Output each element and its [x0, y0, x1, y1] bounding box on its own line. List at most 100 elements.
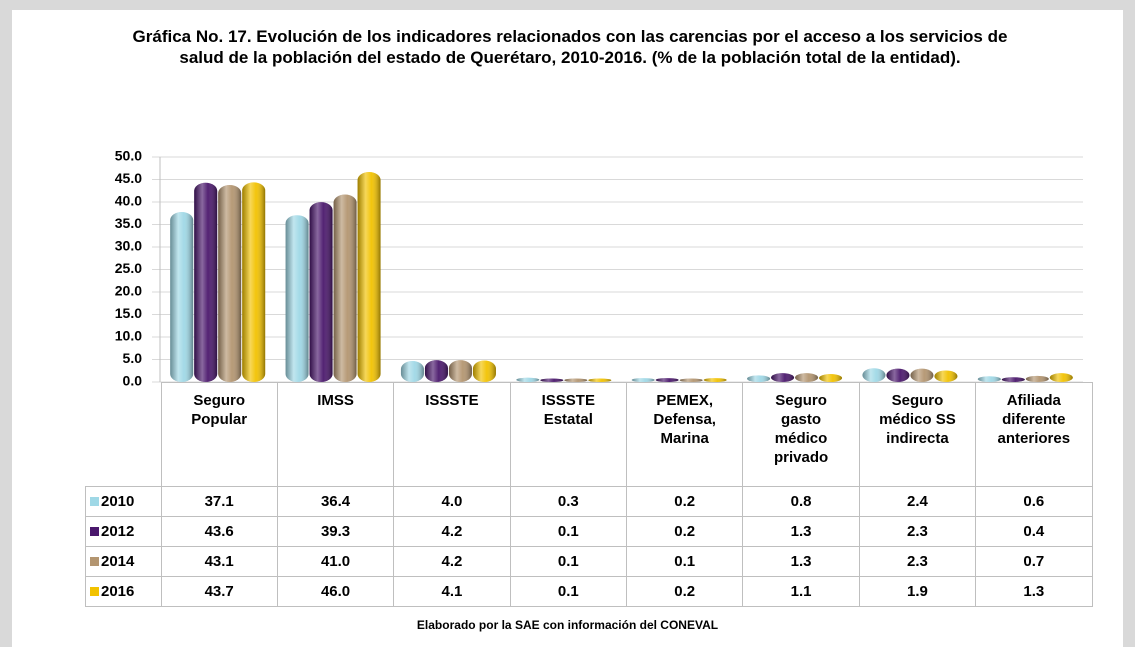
- y-tick-label: 35.0: [115, 215, 142, 231]
- x-tick-label: Seguro gasto médico privado: [773, 392, 829, 466]
- value-cell: 0.8: [742, 486, 860, 517]
- y-tick-label: 10.0: [115, 328, 142, 344]
- legend-label: 2010: [101, 493, 135, 510]
- value-cell: 4.2: [393, 546, 511, 577]
- y-tick-label: 20.0: [115, 283, 142, 299]
- table-row: 2016 43.7 46.0 4.1 0.1 0.2 1.1 1.9 1.3: [85, 576, 1093, 607]
- x-tick-label: IMSS: [317, 392, 354, 409]
- x-tick-label: Seguro médico SS indirecta: [879, 392, 956, 447]
- bar: [424, 360, 448, 382]
- y-tick-label: 30.0: [115, 238, 142, 254]
- x-tick-label: ISSSTE Estatal: [541, 392, 595, 428]
- legend-cell: 2016: [85, 576, 162, 607]
- legend-label: 2016: [101, 583, 135, 600]
- bar: [309, 202, 333, 382]
- bar: [357, 172, 381, 382]
- bar: [448, 360, 472, 382]
- category-cell: Seguro Popular: [160, 382, 278, 487]
- y-tick-label: 45.0: [115, 170, 142, 186]
- x-tick-label: PEMEX, Defensa, Marina: [653, 392, 716, 447]
- bar: [170, 212, 194, 382]
- table-header-row: Seguro Popular IMSS ISSSTE ISSSTE Estatal PE…: [86, 382, 1093, 487]
- category-cell: PEMEX, Defensa, Marina: [625, 382, 744, 487]
- bar: [771, 373, 795, 382]
- y-tick-label: 40.0: [115, 193, 142, 209]
- y-tick-label: 50.0: [115, 148, 142, 164]
- value-cell: 1.3: [975, 576, 1093, 607]
- value-cell: 1.9: [858, 576, 977, 607]
- category-cell: IMSS: [276, 382, 395, 487]
- category-cell: Seguro gasto médico privado: [742, 382, 860, 487]
- value-cell: 43.1: [160, 546, 278, 577]
- y-tick-label: 5.0: [123, 350, 143, 366]
- chart-title: Gráfica No. 17. Evolución de los indicad…: [132, 27, 1008, 67]
- x-tick-label: ISSSTE: [425, 392, 479, 409]
- bar: [472, 360, 496, 382]
- bar: [400, 361, 424, 382]
- category-cell: Afiliada diferente anteriores: [975, 382, 1093, 487]
- value-cell: 1.3: [742, 516, 860, 547]
- y-tick-label: 0.0: [123, 373, 143, 389]
- table-row: 2014 43.1 41.0 4.2 0.1 0.1 1.3 2.3 0.7: [85, 546, 1093, 577]
- table-row: 2010 37.1 36.4 4.0 0.3 0.2 0.8 2.4 0.6: [85, 486, 1093, 517]
- category-cell: ISSSTE Estatal: [509, 382, 628, 487]
- value-cell: 0.1: [625, 546, 744, 577]
- legend-label: 2014: [101, 553, 135, 570]
- value-cell: 4.1: [393, 576, 511, 607]
- legend-cell: 2014: [85, 546, 162, 577]
- value-cell: 43.7: [160, 576, 278, 607]
- value-cell: 0.4: [975, 516, 1093, 547]
- x-tick-label: Afiliada diferente anteriores: [997, 392, 1071, 447]
- table-row: 2012 43.6 39.3 4.2 0.1 0.2 1.3 2.3 0.4: [85, 516, 1093, 547]
- value-cell: 41.0: [276, 546, 395, 577]
- value-cell: 0.1: [509, 576, 628, 607]
- legend-label: 2012: [101, 523, 135, 540]
- data-table: Seguro Popular IMSS ISSSTE ISSSTE Estatal PE…: [85, 382, 1093, 607]
- value-cell: 0.3: [509, 486, 628, 517]
- category-cell: Seguro médico SS indirecta: [858, 382, 977, 487]
- legend-key: [90, 497, 99, 506]
- bar: [285, 215, 309, 382]
- bar: [747, 375, 771, 382]
- legend-key: [90, 587, 99, 596]
- value-cell: 0.1: [509, 546, 628, 577]
- bar: [218, 185, 242, 382]
- bar: [819, 374, 843, 382]
- value-cell: 0.1: [509, 516, 628, 547]
- value-cell: 0.7: [975, 546, 1093, 577]
- value-cell: 4.0: [393, 486, 511, 517]
- value-cell: 1.1: [742, 576, 860, 607]
- legend-cell: 2012: [85, 516, 162, 547]
- value-cell: 0.6: [975, 486, 1093, 517]
- value-cell: 1.3: [742, 546, 860, 577]
- x-tick-label: Seguro Popular: [191, 392, 248, 428]
- bar: [1049, 373, 1073, 382]
- value-cell: 4.2: [393, 516, 511, 547]
- legend-key: [90, 557, 99, 566]
- value-cell: 43.6: [160, 516, 278, 547]
- value-cell: 2.3: [858, 516, 977, 547]
- value-cell: 2.4: [858, 486, 977, 517]
- bar: [910, 368, 934, 382]
- legend-cell: 2010: [85, 486, 162, 517]
- value-cell: 0.2: [625, 576, 744, 607]
- table-corner: [86, 383, 162, 487]
- source-note: Elaborado por la SAE con información del…: [416, 618, 719, 632]
- bar: [333, 194, 357, 382]
- value-cell: 39.3: [276, 516, 395, 547]
- value-cell: 46.0: [276, 576, 395, 607]
- y-tick-label: 25.0: [115, 260, 142, 276]
- y-tick-label: 15.0: [115, 305, 142, 321]
- value-cell: 0.2: [625, 486, 744, 517]
- value-cell: 36.4: [276, 486, 395, 517]
- bar: [194, 182, 218, 382]
- bar: [934, 370, 958, 382]
- category-cell: ISSSTE: [393, 382, 511, 487]
- bar: [795, 373, 819, 382]
- value-cell: 37.1: [160, 486, 278, 517]
- bar: [886, 368, 910, 382]
- value-cell: 0.2: [625, 516, 744, 547]
- bar: [862, 368, 886, 382]
- bar: [242, 182, 266, 382]
